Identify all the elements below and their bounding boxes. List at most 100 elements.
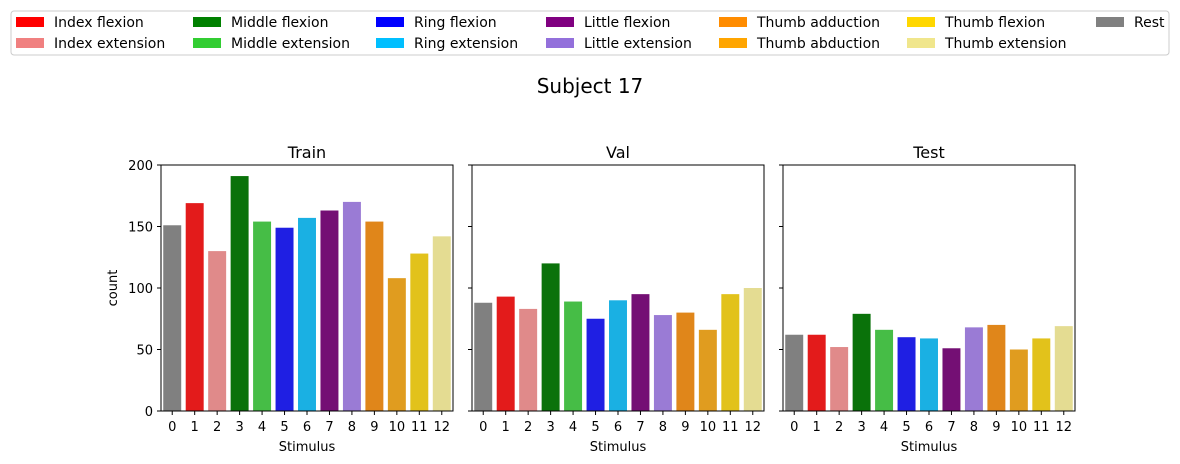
x-tick-label: 8 <box>659 420 667 435</box>
x-tick-label: 2 <box>835 420 843 435</box>
x-tick-label: 7 <box>325 420 333 435</box>
legend-swatch <box>907 17 935 27</box>
legend-label: Little extension <box>584 36 692 52</box>
bar-7 <box>320 210 339 411</box>
y-axis-label: count <box>106 270 121 307</box>
bar-3 <box>852 313 871 411</box>
bar-5 <box>897 337 916 411</box>
x-axis-label: Stimulus <box>590 440 647 455</box>
x-tick-label: 10 <box>389 420 406 435</box>
bar-1 <box>496 296 515 411</box>
legend-label: Rest <box>1134 15 1165 31</box>
legend-label: Ring extension <box>414 36 518 52</box>
x-axis-label: Stimulus <box>901 440 958 455</box>
legend-swatch <box>546 38 574 48</box>
bar-9 <box>365 221 384 411</box>
bar-12 <box>1054 326 1073 411</box>
legend-label: Middle extension <box>231 36 350 52</box>
x-tick-label: 4 <box>258 420 266 435</box>
subplots: 0 1 2 3 4 5 6 7 8 9 10 11 12050100150200TrainStimulu… <box>106 143 1076 455</box>
y-tick-label: 50 <box>136 344 153 359</box>
x-tick-label: 9 <box>992 420 1000 435</box>
legend-label: Thumb adduction <box>756 15 880 31</box>
bar-0 <box>163 225 182 411</box>
legend-swatch <box>16 38 44 48</box>
x-tick-label: 3 <box>235 420 243 435</box>
legend-label: Index extension <box>54 36 165 52</box>
legend-label: Ring flexion <box>414 15 497 31</box>
bar-2 <box>519 308 538 411</box>
legend-swatch <box>16 17 44 27</box>
legend-swatch <box>907 38 935 48</box>
legend-label: Thumb abduction <box>756 36 880 52</box>
x-tick-label: 0 <box>168 420 176 435</box>
y-tick-label: 150 <box>128 221 153 236</box>
legend-swatch <box>719 38 747 48</box>
legend-label: Middle flexion <box>231 15 329 31</box>
x-tick-label: 10 <box>700 420 717 435</box>
x-tick-label: 12 <box>1055 420 1072 435</box>
bar-11 <box>1032 338 1051 411</box>
x-tick-label: 0 <box>479 420 487 435</box>
bar-9 <box>676 312 695 411</box>
x-tick-label: 11 <box>411 420 428 435</box>
bar-11 <box>410 253 429 411</box>
bar-6 <box>920 338 938 411</box>
bar-7 <box>942 348 961 411</box>
y-tick-label: 200 <box>128 159 153 174</box>
x-tick-label: 5 <box>591 420 599 435</box>
legend-label: Index flexion <box>54 15 144 31</box>
legend-swatch <box>376 38 404 48</box>
y-tick-label: 0 <box>145 405 153 420</box>
bar-5 <box>275 227 294 411</box>
subplot-title: Val <box>606 143 630 162</box>
x-tick-label: 6 <box>614 420 622 435</box>
bar-10 <box>698 329 717 411</box>
subplot-title: Train <box>287 143 326 162</box>
x-tick-label: 3 <box>546 420 554 435</box>
x-tick-label: 8 <box>348 420 356 435</box>
x-tick-label: 11 <box>722 420 739 435</box>
legend-label: Thumb flexion <box>944 15 1045 31</box>
bar-3 <box>230 176 249 411</box>
x-tick-label: 8 <box>970 420 978 435</box>
x-tick-label: 6 <box>925 420 933 435</box>
bar-12 <box>743 288 762 411</box>
bar-10 <box>387 278 406 411</box>
bar-6 <box>609 300 627 411</box>
bar-2 <box>208 251 227 411</box>
legend-swatch <box>376 17 404 27</box>
legend: Index flexion Index extension Middle flexi… <box>10 10 1170 56</box>
bar-10 <box>1009 349 1028 411</box>
bar-1 <box>185 203 204 411</box>
bar-0 <box>474 302 493 411</box>
bar-7 <box>631 294 650 411</box>
legend-label: Little flexion <box>584 15 670 31</box>
x-tick-label: 10 <box>1011 420 1028 435</box>
subplot-train: 0 1 2 3 4 5 6 7 8 9 10 11 12050100150200TrainStimulu… <box>106 143 454 455</box>
x-tick-label: 12 <box>433 420 450 435</box>
x-tick-label: 1 <box>191 420 199 435</box>
legend-label: Thumb extension <box>944 36 1067 52</box>
x-tick-label: 6 <box>303 420 311 435</box>
bar-12 <box>432 236 451 411</box>
bar-1 <box>807 334 826 411</box>
legend-frame <box>10 10 1170 56</box>
bar-8 <box>964 327 983 411</box>
x-tick-label: 1 <box>502 420 510 435</box>
x-tick-label: 7 <box>636 420 644 435</box>
bar-8 <box>653 315 672 411</box>
bar-2 <box>830 347 849 411</box>
x-tick-label: 5 <box>280 420 288 435</box>
x-tick-label: 2 <box>213 420 221 435</box>
legend-swatch <box>546 17 574 27</box>
bar-5 <box>586 318 605 411</box>
bar-8 <box>342 201 361 411</box>
bar-4 <box>253 221 272 411</box>
x-tick-label: 1 <box>813 420 821 435</box>
x-tick-label: 4 <box>880 420 888 435</box>
x-tick-label: 5 <box>902 420 910 435</box>
subplot-title: Test <box>912 143 945 162</box>
